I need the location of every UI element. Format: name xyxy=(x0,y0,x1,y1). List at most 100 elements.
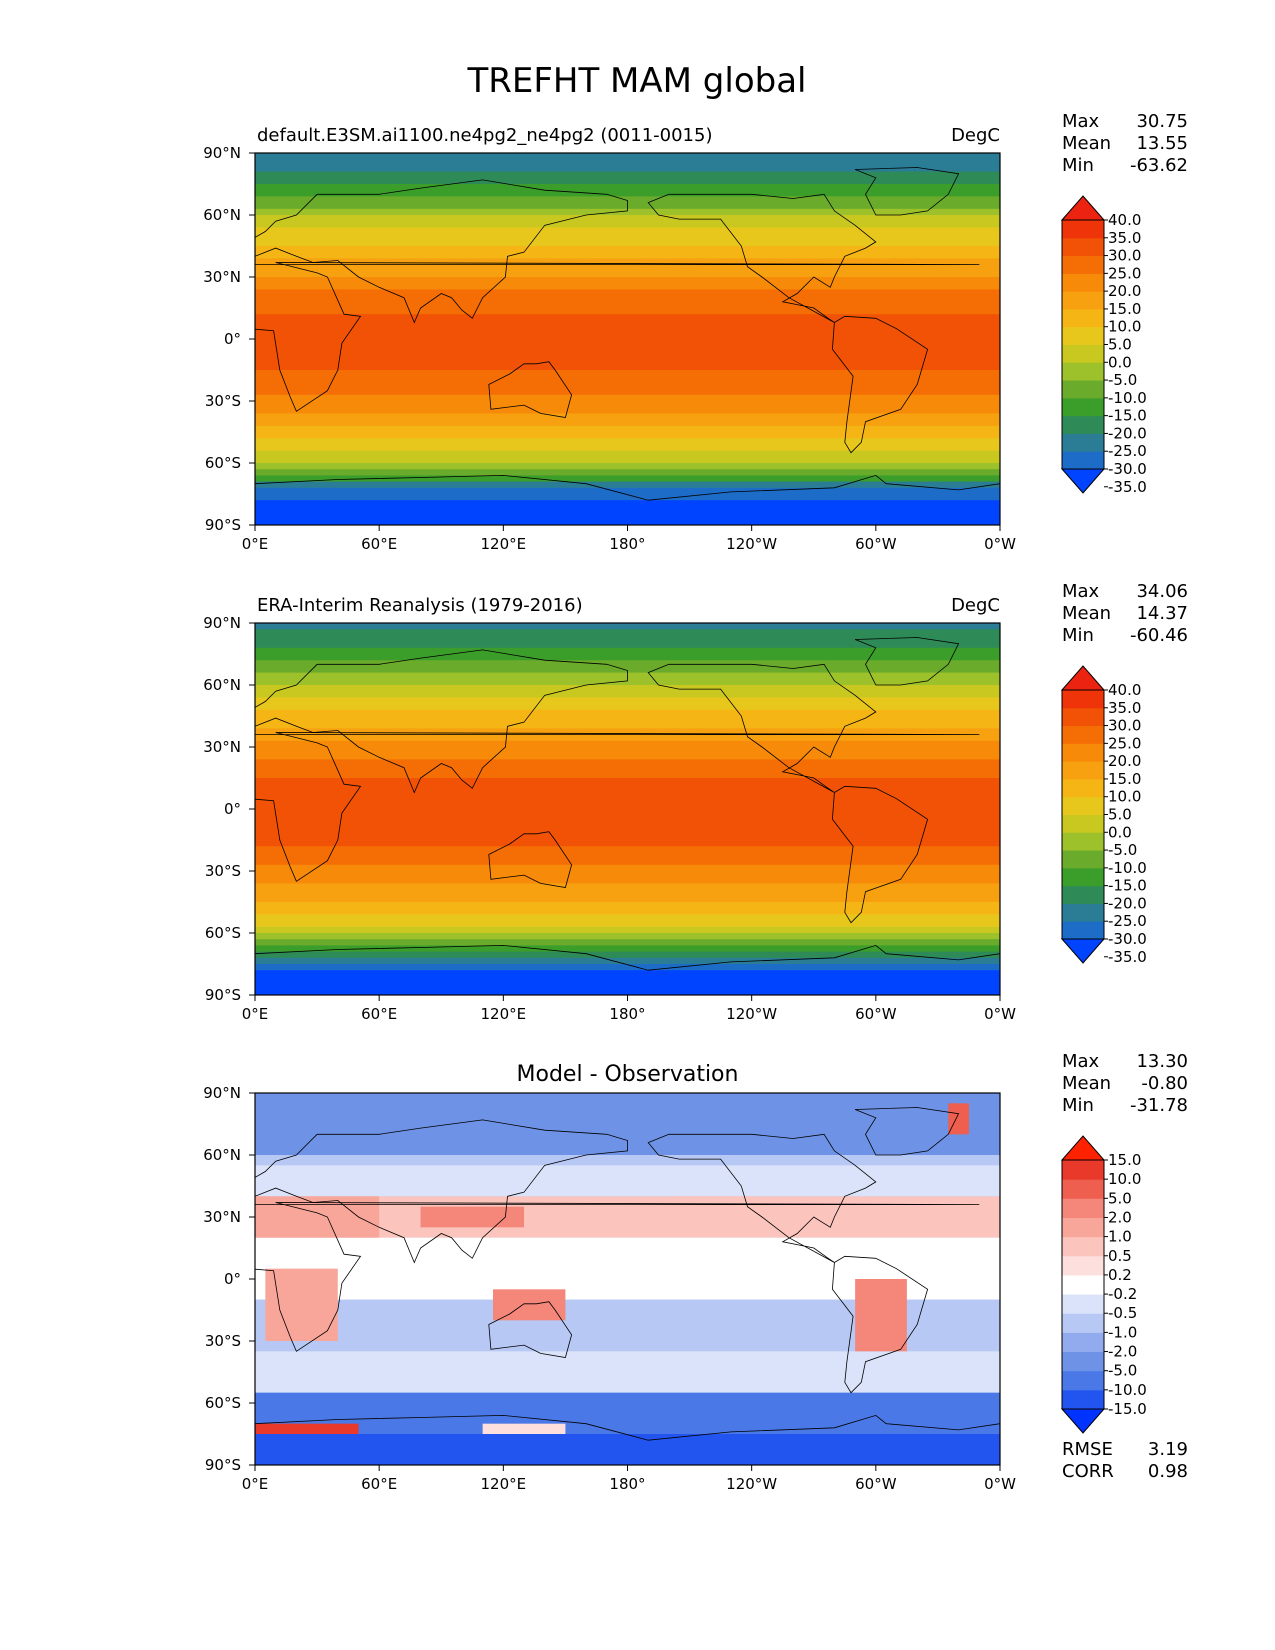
temperature-band xyxy=(255,357,1000,365)
temperature-band xyxy=(255,827,1000,835)
coastline xyxy=(255,1414,1000,1465)
colorbar-label: 25.0 xyxy=(1108,264,1141,282)
colorbar-segment xyxy=(1062,850,1104,869)
stat-label: Max xyxy=(1062,1051,1100,1072)
temperature-band xyxy=(255,796,1000,804)
x-tick-label: 0°E xyxy=(242,1005,269,1023)
coastline xyxy=(831,315,929,454)
temperature-band xyxy=(255,709,1000,717)
temperature-band xyxy=(255,864,1000,872)
colorbar-segment xyxy=(1062,1160,1104,1180)
colorbar-label: 5.0 xyxy=(1108,1189,1132,1207)
x-tick-label: 60°W xyxy=(855,1475,897,1493)
temperature-band xyxy=(255,902,1000,909)
y-tick-label: 30°N xyxy=(203,738,241,756)
colorbar-extend-bottom xyxy=(1060,1408,1106,1434)
colorbar-label: 2.0 xyxy=(1108,1208,1132,1226)
colorbar-segment xyxy=(1062,326,1104,345)
colorbar-label: -25.0 xyxy=(1108,912,1147,930)
colorbar-segment xyxy=(1062,796,1104,815)
temperature-band xyxy=(255,802,1000,810)
temperature-band xyxy=(255,413,1000,421)
colorbar-label: -0.5 xyxy=(1108,1304,1137,1322)
temperature-band xyxy=(255,623,1000,630)
coastline xyxy=(255,649,628,794)
temperature-band xyxy=(255,747,1000,754)
anomaly-patch xyxy=(255,1351,1000,1393)
temperature-band xyxy=(255,487,1000,495)
x-tick-label: 120°W xyxy=(726,1475,777,1493)
colorbar-segment xyxy=(1062,220,1104,239)
colorbar-segment xyxy=(1062,1217,1104,1238)
coastline xyxy=(831,785,929,924)
colorbar-segment xyxy=(1062,832,1104,851)
temperature-band xyxy=(255,871,1000,878)
x-tick-label: 0°E xyxy=(242,1475,269,1493)
colorbar: 15.010.05.02.01.00.50.2-0.2-0.5-1.0-2.0-… xyxy=(1060,1135,1147,1434)
temperature-band xyxy=(255,877,1000,884)
temperature-band xyxy=(255,759,1000,767)
temperature-band xyxy=(255,363,1000,371)
figure-title: TREFHT MAM global xyxy=(466,61,806,101)
temperature-band xyxy=(255,376,1000,383)
temperature-band xyxy=(255,339,1000,346)
temperature-band xyxy=(255,171,1000,179)
stat-label: Min xyxy=(1062,1095,1094,1116)
colorbar-segment xyxy=(1062,707,1104,727)
units-label: DegC xyxy=(951,125,1000,146)
y-tick-label: 30°S xyxy=(205,862,241,880)
colorbar-segment xyxy=(1062,1255,1104,1276)
colorbar-label: -30.0 xyxy=(1108,930,1147,948)
temperature-band xyxy=(255,846,1000,853)
temperature-band xyxy=(255,728,1000,736)
colorbar-segment xyxy=(1062,1332,1104,1353)
colorbar-extend-bottom xyxy=(1060,468,1106,494)
colorbar-label: -35.0 xyxy=(1108,948,1147,966)
coastline xyxy=(854,1107,960,1156)
colorbar-segment xyxy=(1062,1274,1104,1295)
temperature-band xyxy=(255,666,1000,674)
colorbar-label: 40.0 xyxy=(1108,681,1141,699)
x-tick-label: 180° xyxy=(609,535,645,553)
temperature-band xyxy=(255,463,1000,470)
temperature-band xyxy=(255,939,1000,946)
map-field xyxy=(255,623,1000,995)
coastline xyxy=(488,1301,573,1358)
colorbar-label: -10.0 xyxy=(1108,389,1147,407)
colorbar-label: -10.0 xyxy=(1108,1381,1147,1399)
coastline xyxy=(255,944,1000,995)
coastline xyxy=(255,262,980,412)
units-label: DegC xyxy=(951,595,1000,616)
y-tick-label: 30°N xyxy=(203,1208,241,1226)
y-tick-label: 30°S xyxy=(205,1332,241,1350)
stat-value: -63.62 xyxy=(1130,155,1188,176)
y-tick-label: 60°N xyxy=(203,1146,241,1164)
y-tick-label: 90°S xyxy=(205,516,241,534)
temperature-band xyxy=(255,190,1000,197)
anomaly-patch xyxy=(265,1268,338,1341)
temperature-band xyxy=(255,227,1000,235)
temperature-band xyxy=(255,920,1000,928)
left-title: default.E3SM.ai1100.ne4pg2_ne4pg2 (0011-… xyxy=(257,125,712,146)
temperature-band xyxy=(255,208,1000,216)
temperature-band xyxy=(255,258,1000,266)
colorbar-segment xyxy=(1062,725,1104,744)
colorbar-label: -2.0 xyxy=(1108,1343,1137,1361)
temperature-band xyxy=(255,289,1000,297)
temperature-band xyxy=(255,264,1000,272)
colorbar-segment xyxy=(1062,273,1104,292)
colorbar-segment xyxy=(1062,380,1104,399)
colorbar-label: 0.0 xyxy=(1108,823,1132,841)
stat-value: 13.55 xyxy=(1136,133,1188,154)
colorbar-segment xyxy=(1062,921,1104,940)
temperature-band xyxy=(255,926,1000,934)
colorbar-label: 10.0 xyxy=(1108,318,1141,336)
colorbar-segment xyxy=(1062,451,1104,470)
x-tick-label: 180° xyxy=(609,1475,645,1493)
temperature-band xyxy=(255,895,1000,903)
colorbar-label: -10.0 xyxy=(1108,859,1147,877)
temperature-band xyxy=(255,283,1000,290)
coastline xyxy=(854,167,960,216)
temperature-band xyxy=(255,964,1000,971)
temperature-band xyxy=(255,246,1000,253)
